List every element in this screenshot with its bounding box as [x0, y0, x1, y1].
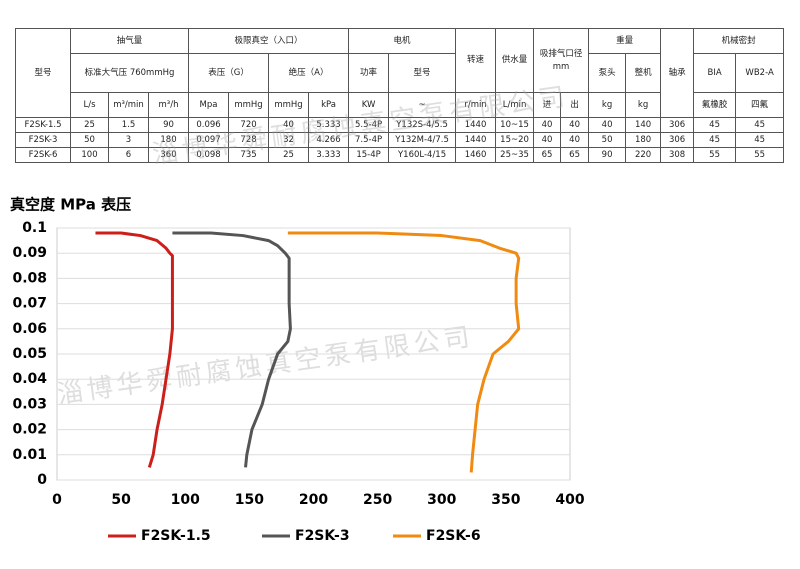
y-tick-label: 0.02	[12, 422, 47, 438]
table-cell: 功率	[348, 53, 390, 93]
table-cell: 绝压（A）	[268, 53, 350, 93]
table-cell: 0.098	[188, 147, 230, 163]
table-cell: 机械密封	[693, 28, 785, 54]
table-cell: 360	[147, 147, 190, 163]
table-cell: 55	[693, 147, 737, 163]
table-cell: Y160L-4/15	[388, 147, 457, 163]
table-cell: WB2-A	[735, 53, 785, 93]
table-cell: 3.333	[308, 147, 350, 163]
table-cell: 转速	[455, 28, 497, 93]
x-tick-label: 300	[427, 492, 456, 508]
y-tick-label: 0.04	[12, 371, 47, 387]
header-row: 标准大气压 760mmHg 表压（G） 绝压（A） 功率 型号 泵头 整机 BIA WB2-A	[16, 53, 785, 93]
header-row: L/s m³/min m³/h Mpa mmHg mmHg kPa KW ~ r/min L/min…	[16, 92, 785, 118]
data-row: F2SK-1.5 25 1.5 90 0.096 720 40 5.333 5.5-4P Y132…	[15, 117, 785, 133]
y-tick-label: 0.09	[12, 245, 47, 261]
table-cell: 型号	[388, 53, 457, 93]
x-tick-label: 400	[555, 492, 584, 508]
table-cell: mmHg	[268, 92, 310, 118]
table-cell: 100	[70, 147, 109, 163]
table-cell: 220	[625, 147, 662, 163]
table-cell: ~	[388, 92, 457, 118]
y-tick-label: 0.01	[12, 447, 47, 463]
y-tick-label: 0.03	[12, 396, 47, 412]
table-cell: kg	[625, 92, 662, 118]
x-tick-label: 0	[52, 492, 62, 508]
x-tick-label: 250	[363, 492, 392, 508]
table-cell: 1460	[455, 147, 497, 163]
table-cell: 轴承	[660, 28, 695, 118]
line	[95, 231, 174, 468]
legend-label: F2SK-3	[295, 528, 350, 544]
table-cell: BIA	[693, 53, 737, 93]
table-cell: 55	[735, 147, 785, 163]
table-cell: kg	[588, 92, 627, 118]
x-tick-label: 200	[299, 492, 328, 508]
table-cell: L/min	[495, 92, 535, 118]
y-tick-label: 0	[37, 472, 47, 488]
y-tick-label: 0.05	[12, 346, 47, 362]
x-tick-label: 350	[491, 492, 520, 508]
legend-label: F2SK-6	[426, 528, 481, 544]
x-tick-label: 150	[235, 492, 264, 508]
table-cell: 整机	[625, 53, 662, 93]
spec-table: 型号 抽气量 极限真空（入口） 电机 转速 供水量 吸排气口径 mm 重量 轴承 机械密封 标准大气…	[15, 28, 785, 163]
line	[287, 231, 521, 473]
x-tick-label: 100	[171, 492, 200, 508]
line	[172, 231, 292, 468]
table-cell: m³/min	[108, 92, 149, 118]
table-cell: 90	[588, 147, 627, 163]
table-cell: 表压（G）	[188, 53, 270, 93]
table-cell: 65	[560, 147, 590, 163]
table-cell: kPa	[308, 92, 350, 118]
table-cell: Mpa	[188, 92, 230, 118]
table-cell: 型号	[15, 28, 71, 118]
table-cell: 重量	[588, 28, 662, 54]
data-row: F2SK-6 100 6 360 0.098 735 25 3.333 15-4P Y160L-4…	[15, 147, 785, 163]
table-cell: 25~35	[495, 147, 535, 163]
y-axis-label: 真空度 MPa 表压	[10, 196, 131, 214]
y-tick-label: 0.07	[12, 296, 47, 312]
x-tick-label: 50	[111, 492, 131, 508]
y-tick-label: 0.08	[12, 270, 47, 286]
table-cell: 供水量	[495, 28, 535, 93]
y-tick-label: 0.06	[12, 321, 47, 337]
header-row: 型号 抽气量 极限真空（入口） 电机 转速 供水量 吸排气口径 mm 重量 轴承 机械密封	[15, 28, 785, 118]
legend-label: F2SK-1.5	[141, 528, 211, 544]
y-tick-label: 0.1	[22, 220, 47, 236]
